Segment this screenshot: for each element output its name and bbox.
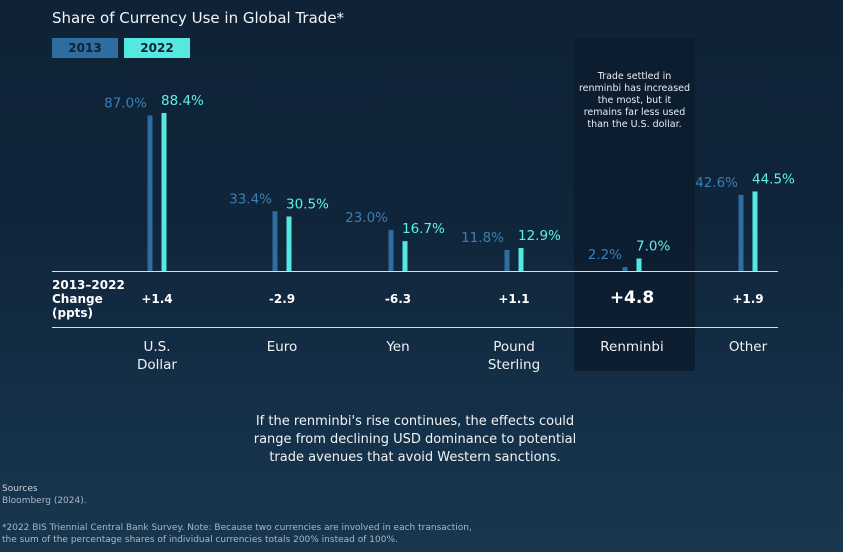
renminbi-highlight-panel [574,38,695,371]
change-rule [52,327,778,328]
change-value-0: +1.4 [141,292,173,306]
bar-2022-0 [161,113,167,271]
change-value-3: +1.1 [498,292,530,306]
change-label-line-1: 2013–2022 [52,278,125,292]
category-label-5: Other [698,338,798,356]
footnote-line-1: *2022 BIS Triennial Central Bank Survey.… [2,523,472,533]
category-label-line: Sterling [487,357,541,373]
change-label-line-2: Change [52,292,103,306]
category-label-4: Renminbi [582,338,682,356]
value-label-2013-1: 33.4% [229,191,272,207]
bar-2013-3 [504,249,510,271]
value-label-2022-2: 16.7% [402,221,445,237]
change-value-1: -2.9 [268,292,296,306]
change-value-2: -6.3 [384,292,412,306]
bar-2022-1 [286,216,292,271]
renminbi-note: Trade settled in renminbi has increased … [578,71,691,130]
value-label-2013-3: 11.8% [461,230,504,246]
change-value-5: +1.9 [732,292,764,306]
category-label-line: Yen [386,339,410,355]
value-label-2013-4: 2.2% [588,247,622,263]
legend-2022: 2022 [124,38,190,58]
bar-2013-4 [622,267,628,271]
footnote: *2022 BIS Triennial Central Bank Survey.… [2,522,562,546]
bar-2013-5 [738,194,744,271]
category-label-1: Euro [232,338,332,356]
category-label-line: Renminbi [600,339,664,355]
category-label-3: Pound Sterling [464,338,564,374]
bar-2013-1 [272,211,278,271]
legend-2013: 2013 [52,38,118,58]
summary-text: If the renminbi's rise continues, the ef… [253,414,577,465]
bar-2022-4 [636,258,642,271]
value-label-2022-5: 44.5% [752,171,795,187]
category-label-line: Dollar [137,357,177,373]
category-label-line: Euro [266,339,298,355]
change-value-4: +4.8 [609,288,655,308]
category-label-2: Yen [348,338,448,356]
footnote-line-2: the sum of the percentage shares of indi… [2,535,398,545]
category-label-line: Other [728,339,768,355]
category-label-0: U.S. Dollar [107,338,207,374]
value-label-2022-3: 12.9% [518,228,561,244]
change-row-label: 2013–2022 Change (ppts) [52,278,125,320]
baseline-rule [52,271,778,272]
bar-2013-2 [388,229,394,271]
change-label-line-3: (ppts) [52,306,94,320]
value-label-2013-5: 42.6% [695,175,738,191]
value-label-2013-2: 23.0% [345,210,388,226]
bar-2013-0 [147,115,153,272]
bar-2022-5 [752,191,758,271]
chart-title: Share of Currency Use in Global Trade* [52,9,345,27]
bar-2022-2 [402,241,408,271]
bar-2022-3 [518,247,524,271]
category-label-line: Pound [493,339,535,355]
sources-heading: Sources [2,484,38,494]
category-label-line: U.S. [143,339,171,355]
value-label-2013-0: 87.0% [104,96,147,112]
value-label-2022-4: 7.0% [636,238,670,254]
value-label-2022-1: 30.5% [286,196,329,212]
value-label-2022-0: 88.4% [161,93,204,109]
sources-body: Bloomberg (2024). [2,496,87,506]
